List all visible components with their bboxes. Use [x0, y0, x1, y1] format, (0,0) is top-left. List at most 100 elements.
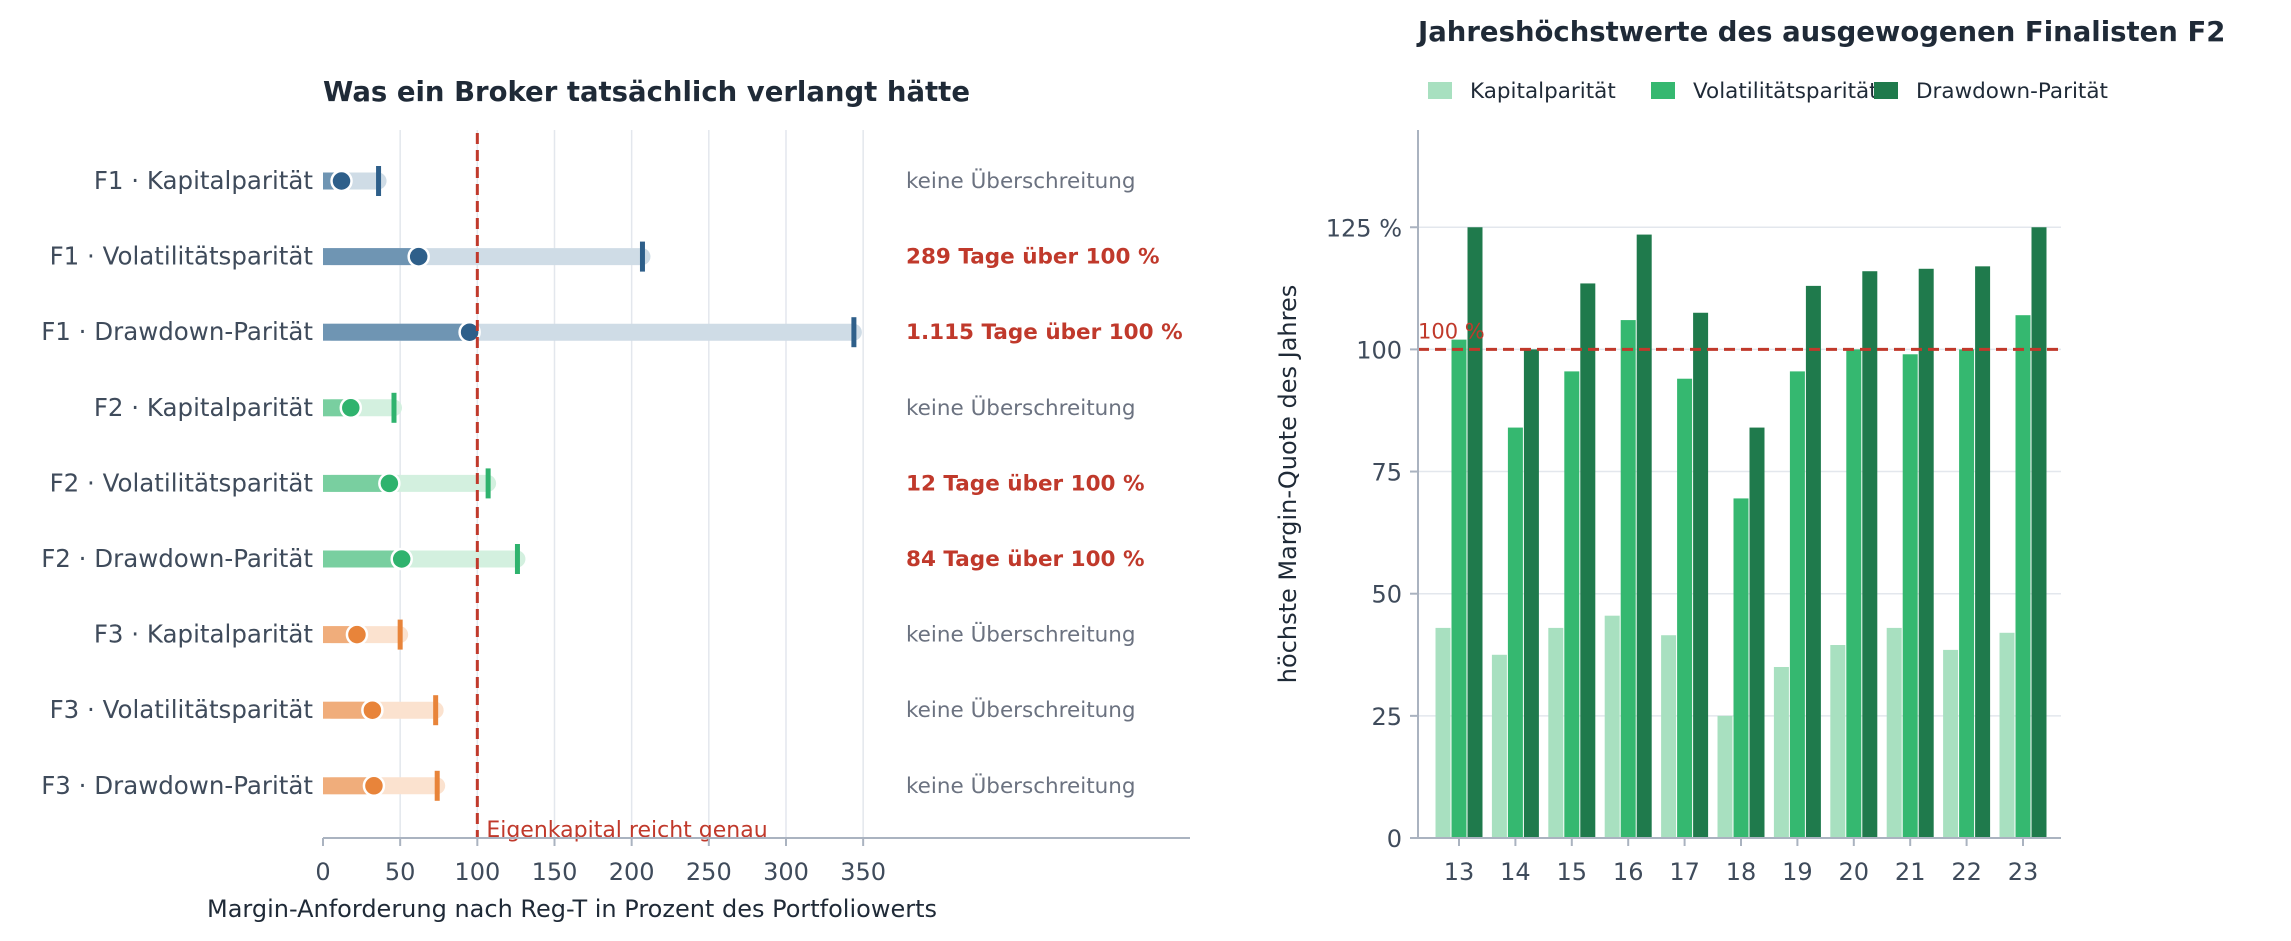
right-bar-volatilitätsparität	[1959, 349, 1975, 838]
left-typical-bar	[323, 777, 374, 795]
right-x-tick-label: 16	[1613, 858, 1644, 886]
right-bar-kapitalparität	[1943, 649, 1959, 838]
right-bar-kapitalparität	[1548, 627, 1564, 838]
left-typical-dot	[345, 623, 369, 646]
left-row-note: 12 Tage über 100 %	[906, 471, 1145, 496]
right-x-ticks: 13 14 15 16 17 18 19 20 21 22 23	[1444, 838, 2039, 886]
left-grid	[399, 130, 864, 838]
right-x-tick-label: 20	[1839, 858, 1870, 886]
right-x-tick-label: 22	[1951, 858, 1982, 886]
left-row-label: F3 · Volatilitätsparität	[50, 695, 314, 724]
left-row-label: F1 · Volatilitätsparität	[50, 242, 314, 271]
left-typical-bar	[323, 323, 470, 341]
left-row-note: 84 Tage über 100 %	[906, 547, 1145, 572]
right-y-ticks: 0 25 50 75 100 125 %	[1326, 214, 1418, 853]
left-row-note: keine Überschreitung	[906, 773, 1136, 799]
left-x-axis-label: Margin-Anforderung nach Reg-T in Prozent…	[207, 895, 937, 923]
right-bar-kapitalparität	[1886, 627, 1902, 838]
left-max-marker	[851, 317, 857, 348]
left-max-marker	[391, 392, 397, 423]
right-bar-drawdown-parität	[2031, 227, 2047, 838]
right-bar-drawdown-parität	[1523, 349, 1539, 838]
right-bar-drawdown-parität	[1467, 227, 1483, 838]
left-x-tick-label: 50	[385, 858, 416, 886]
right-y-tick-label: 100	[1356, 336, 1402, 364]
right-x-tick-label: 18	[1726, 858, 1757, 886]
left-max-marker	[434, 770, 440, 801]
right-y-tick-label: 125 %	[1326, 214, 1402, 242]
right-bar-kapitalparität	[1717, 715, 1733, 838]
left-rows: F1 · Kapitalparität keine Überschreitung F…	[41, 166, 1183, 801]
right-x-tick-label: 17	[1669, 858, 1700, 886]
right-legend-label: Volatilitätsparität	[1693, 79, 1878, 104]
left-row-label: F3 · Drawdown-Parität	[41, 771, 313, 800]
left-typical-dot	[378, 472, 401, 495]
left-typical-dot	[330, 169, 353, 193]
right-bar-kapitalparität	[1773, 666, 1789, 838]
left-max-marker	[433, 695, 439, 726]
margin-requirement-chart: Was ein Broker tatsächlich verlangt hätt…	[41, 76, 1190, 923]
left-typical-bar	[323, 248, 419, 266]
left-typical-bar	[323, 701, 373, 719]
right-x-tick-label: 14	[1500, 858, 1531, 886]
left-max-marker	[485, 468, 491, 499]
right-x-tick-label: 13	[1444, 858, 1475, 886]
yearly-max-chart: Jahreshöchstwerte des ausgewogenen Final…	[1274, 16, 2225, 886]
left-x-tick-label: 250	[686, 858, 732, 886]
right-reference-line: 100 %	[1418, 319, 2061, 351]
left-typical-dot	[407, 245, 430, 268]
right-bar-volatilitätsparität	[1451, 339, 1467, 838]
left-x-tick-label: 150	[532, 858, 578, 886]
left-chart-title: Was ein Broker tatsächlich verlangt hätt…	[323, 76, 970, 108]
right-bar-drawdown-parität	[1805, 285, 1821, 839]
right-bar-volatilitätsparität	[1789, 371, 1805, 838]
left-typical-dot	[361, 698, 384, 722]
right-bars	[1435, 227, 2047, 839]
right-legend-label: Drawdown-Parität	[1916, 79, 2108, 104]
left-row-note: keine Überschreitung	[906, 168, 1136, 194]
right-legend-swatch	[1428, 82, 1452, 99]
right-y-tick-label: 25	[1371, 703, 1402, 731]
left-row-label: F2 · Drawdown-Parität	[41, 544, 313, 573]
right-bar-kapitalparität	[1661, 635, 1677, 838]
right-bar-drawdown-parität	[1636, 234, 1652, 839]
right-y-tick-label: 75	[1371, 459, 1402, 487]
left-typical-dot	[458, 320, 481, 344]
right-y-axis-label: höchste Margin-Quote des Jahres	[1274, 285, 1302, 683]
left-row-note: keine Überschreitung	[906, 622, 1136, 648]
right-bar-volatilitätsparität	[1677, 378, 1693, 838]
right-bar-kapitalparität	[1491, 654, 1507, 838]
left-x-tick-label: 200	[609, 858, 655, 886]
right-bar-drawdown-parität	[1693, 312, 1709, 838]
left-x-ticks: 0 50 100 150 200 250 300 350	[315, 838, 886, 886]
right-chart-title: Jahreshöchstwerte des ausgewogenen Final…	[1416, 16, 2225, 48]
right-bar-volatilitätsparität	[1846, 349, 1862, 838]
right-bar-volatilitätsparität	[1620, 320, 1636, 839]
left-typical-dot	[390, 547, 413, 571]
left-row-note: keine Überschreitung	[906, 395, 1136, 421]
left-row-note: 289 Tage über 100 %	[906, 245, 1160, 270]
right-x-tick-label: 23	[2008, 858, 2039, 886]
left-row-note: 1.115 Tage über 100 %	[906, 320, 1183, 345]
left-row-label: F2 · Volatilitätsparität	[50, 468, 314, 497]
right-y-tick-label: 50	[1371, 581, 1402, 609]
right-bar-drawdown-parität	[1918, 268, 1934, 838]
right-bar-volatilitätsparität	[1564, 371, 1580, 838]
right-y-tick-label: 0	[1387, 825, 1402, 853]
left-x-tick-label: 0	[315, 858, 330, 886]
right-bar-drawdown-parität	[1862, 271, 1878, 838]
right-bar-volatilitätsparität	[1902, 354, 1918, 838]
left-row-label: F3 · Kapitalparität	[94, 620, 314, 649]
right-reference-label: 100 %	[1418, 319, 1485, 343]
right-bar-kapitalparität	[1999, 632, 2015, 838]
left-typical-bar	[323, 474, 390, 492]
left-max-marker	[514, 544, 520, 574]
right-legend: Kapitalparität Volatilitätsparität Drawdow…	[1428, 79, 2108, 104]
right-bar-drawdown-parität	[1975, 266, 1991, 838]
left-x-tick-label: 350	[840, 858, 886, 886]
left-row-label: F1 · Drawdown-Parität	[41, 317, 313, 346]
right-legend-swatch	[1874, 82, 1898, 99]
right-x-tick-label: 15	[1557, 858, 1588, 886]
left-x-tick-label: 300	[763, 858, 809, 886]
